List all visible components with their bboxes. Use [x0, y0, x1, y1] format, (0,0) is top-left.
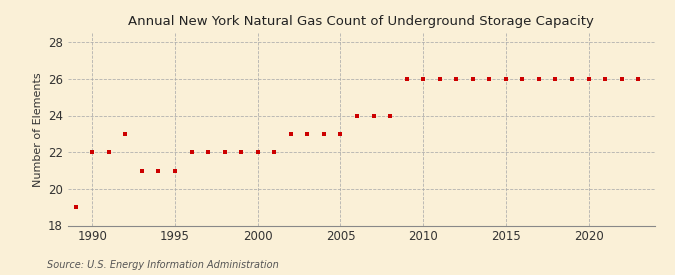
Title: Annual New York Natural Gas Count of Underground Storage Capacity: Annual New York Natural Gas Count of Und…: [128, 15, 594, 28]
Y-axis label: Number of Elements: Number of Elements: [34, 72, 43, 186]
Text: Source: U.S. Energy Information Administration: Source: U.S. Energy Information Administ…: [47, 260, 279, 270]
